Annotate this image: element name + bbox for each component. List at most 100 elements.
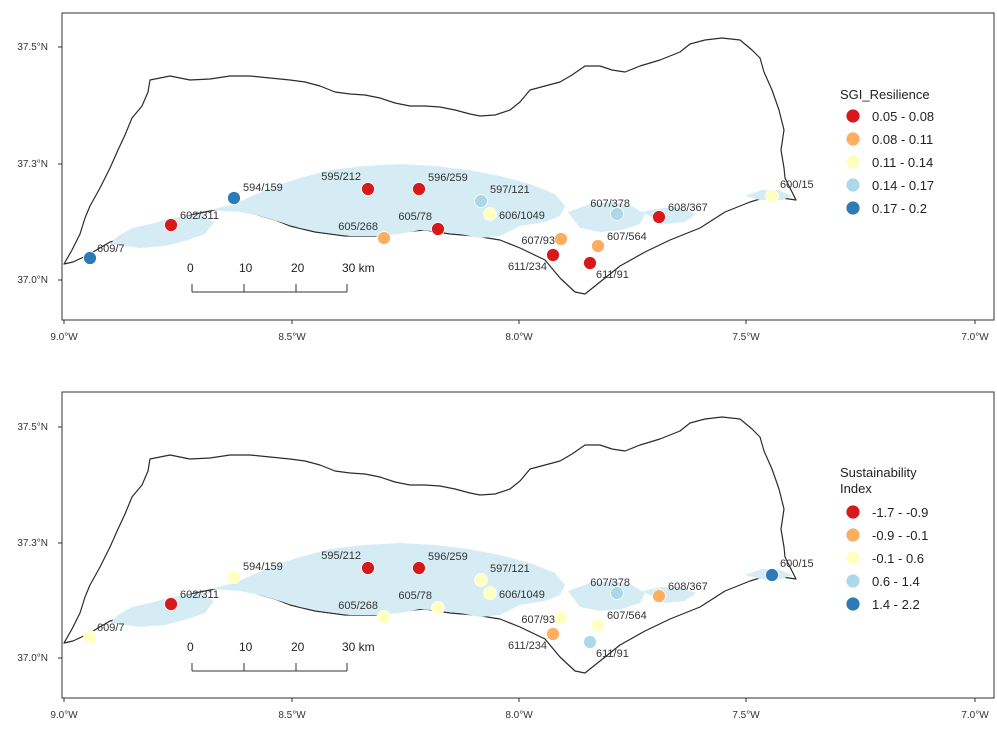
- scale-bar: 0 10 20 30 km: [187, 640, 375, 672]
- legend-swatch: [845, 504, 861, 520]
- scale-bar-label: 10: [239, 640, 253, 654]
- y-tick-label: 37.5°N: [17, 42, 48, 53]
- legend-title: SGI_Resilience: [840, 87, 930, 102]
- x-tick-label: 8.5°W: [278, 710, 306, 721]
- site-point: [361, 182, 375, 196]
- scale-bar-label: 20: [291, 261, 305, 275]
- site-label: 596/259: [428, 551, 468, 563]
- site-point: [412, 561, 426, 575]
- site-point: [583, 256, 597, 270]
- site-point: [227, 570, 241, 584]
- site-point: [474, 194, 488, 208]
- site-label: 609/7: [97, 243, 125, 255]
- legend-swatch: [845, 200, 861, 216]
- x-tick-label: 8.5°W: [278, 332, 306, 343]
- site-label: 607/378: [590, 577, 630, 589]
- scale-bar-label: 0: [187, 261, 194, 275]
- site-point: [610, 586, 624, 600]
- y-tick-label: 37.3°N: [17, 538, 48, 549]
- legend-title: Sustainability: [840, 465, 917, 480]
- aquifer-area: [568, 581, 645, 611]
- site-point: [377, 610, 391, 624]
- legend-label: -0.9 - -0.1: [872, 528, 928, 543]
- x-tick-label: 8.0°W: [505, 332, 533, 343]
- aquifer-area: [285, 196, 410, 226]
- scale-bar-label: 0: [187, 640, 194, 654]
- site-label: 607/93: [521, 614, 555, 626]
- map-frame: [61, 12, 995, 321]
- legend-swatch: [845, 154, 861, 170]
- site-label: 605/78: [398, 590, 432, 602]
- legend-label: 0.08 - 0.11: [872, 132, 933, 147]
- site-label: 607/378: [590, 198, 630, 210]
- site-label: 602/311: [180, 589, 219, 601]
- site-point: [554, 611, 568, 625]
- site-point: [554, 232, 568, 246]
- legend-label: 0.14 - 0.17: [872, 178, 934, 193]
- site-label: 611/91: [596, 648, 629, 660]
- x-tick-label: 7.5°W: [732, 332, 760, 343]
- aquifer-area: [285, 575, 410, 605]
- site-point: [227, 191, 241, 205]
- legend-swatch: [845, 527, 861, 543]
- site-point: [483, 207, 497, 221]
- x-tick-label: 9.0°W: [50, 710, 78, 721]
- legend-label: 0.17 - 0.2: [872, 201, 927, 216]
- site-label: 600/15: [780, 558, 814, 570]
- site-point: [431, 601, 445, 615]
- map-panel-1: 9.0°W 8.5°W 8.0°W 7.5°W 7.0°W 37.5°N 37.3°N 37.…: [17, 12, 995, 343]
- site-label: 605/268: [338, 221, 378, 233]
- site-label: 605/78: [398, 211, 432, 223]
- site-points: 609/7 602/311 594/159 595/212 596/259 597/121…: [83, 171, 814, 281]
- site-label: 606/1049: [499, 589, 545, 601]
- site-label: 608/367: [668, 202, 708, 214]
- site-label: 597/121: [490, 563, 530, 575]
- scale-bar-label: 20: [291, 640, 305, 654]
- site-label: 596/259: [428, 172, 468, 184]
- scale-bar-label: 10: [239, 261, 253, 275]
- site-label: 594/159: [243, 561, 283, 573]
- site-label: 611/234: [508, 640, 547, 652]
- x-tick-label: 9.0°W: [50, 332, 78, 343]
- scale-bar-label: 30 km: [342, 640, 375, 654]
- legend-label: 0.11 - 0.14: [872, 155, 933, 170]
- site-label: 611/234: [508, 261, 547, 273]
- site-point: [474, 573, 488, 587]
- y-tick-label: 37.3°N: [17, 159, 48, 170]
- site-label: 611/91: [596, 269, 629, 281]
- legend-swatch: [845, 131, 861, 147]
- aquifer-area: [568, 202, 645, 232]
- x-tick-label: 7.5°W: [732, 710, 760, 721]
- legend-label: -1.7 - -0.9: [872, 505, 928, 520]
- site-point: [591, 239, 605, 253]
- site-label: 606/1049: [499, 210, 545, 222]
- site-label: 605/268: [338, 600, 378, 612]
- site-label: 597/121: [490, 184, 530, 196]
- site-point: [591, 618, 605, 632]
- site-points: 609/7 602/311 594/159 595/212 596/259 597/121…: [83, 550, 814, 660]
- site-point: [652, 589, 666, 603]
- x-tick-label: 8.0°W: [505, 710, 533, 721]
- site-point: [431, 222, 445, 236]
- site-label: 609/7: [97, 622, 125, 634]
- algarve-map: [63, 416, 797, 674]
- y-tick-label: 37.5°N: [17, 422, 48, 433]
- scale-bar-label: 30 km: [342, 261, 375, 275]
- site-point: [546, 248, 560, 262]
- y-tick-label: 37.0°N: [17, 275, 48, 286]
- legend-swatch: [845, 596, 861, 612]
- legend-swatch: [845, 573, 861, 589]
- legend-label: -0.1 - 0.6: [872, 551, 924, 566]
- legend-title: Index: [840, 481, 872, 496]
- algarve-map: [63, 37, 797, 295]
- legend-label: 0.6 - 1.4: [872, 574, 920, 589]
- map-frame: [61, 391, 995, 699]
- x-tick-label: 7.0°W: [961, 710, 989, 721]
- legend-label: 1.4 - 2.2: [872, 597, 920, 612]
- legend-swatch: [845, 108, 861, 124]
- site-point: [765, 568, 779, 582]
- site-point: [412, 182, 426, 196]
